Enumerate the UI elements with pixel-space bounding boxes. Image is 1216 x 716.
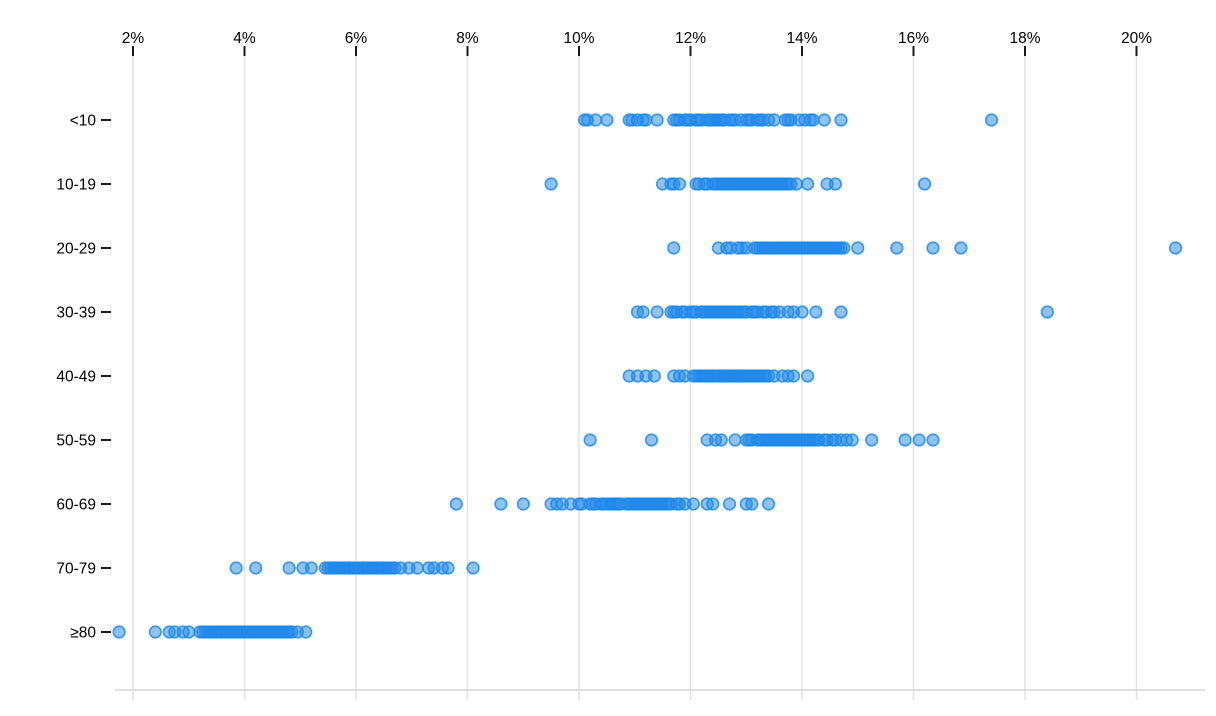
data-point: [544, 177, 558, 191]
data-point: [516, 497, 530, 511]
x-axis-tick-label: 12%: [675, 30, 706, 47]
data-point: [583, 433, 597, 447]
y-category-label: 40-49: [56, 369, 96, 386]
data-point: [686, 497, 700, 511]
data-point: [834, 113, 848, 127]
data-point: [466, 561, 480, 575]
data-point: [650, 113, 664, 127]
data-point: [834, 305, 848, 319]
data-point: [800, 177, 815, 191]
x-axis-tick-label: 4%: [233, 30, 256, 47]
data-point: [954, 241, 968, 255]
data-point: [898, 433, 912, 447]
data-point: [795, 305, 809, 319]
data-point: [589, 113, 603, 127]
data-point: [644, 433, 659, 447]
data-points-layer: [112, 113, 1183, 639]
y-category-label: <10: [70, 113, 97, 130]
data-point: [441, 561, 455, 575]
x-axis-tick-label: 18%: [1009, 30, 1040, 47]
x-axis-tick-label: 2%: [122, 30, 145, 47]
data-point: [229, 561, 243, 575]
data-point: [926, 433, 940, 447]
data-point: [249, 561, 263, 575]
data-point: [1040, 305, 1054, 319]
data-point: [182, 625, 196, 639]
data-point: [789, 177, 804, 191]
data-point: [828, 177, 843, 191]
data-point: [639, 113, 653, 127]
data-point: [449, 497, 463, 511]
data-point: [667, 241, 681, 255]
y-category-label: 60-69: [56, 497, 96, 514]
data-point: [647, 369, 661, 383]
data-point: [706, 497, 720, 511]
data-point: [984, 113, 999, 127]
x-axis-tick-label: 10%: [563, 30, 594, 47]
data-point: [1168, 241, 1183, 255]
x-axis-tick-label: 16%: [898, 30, 929, 47]
data-point: [728, 433, 742, 447]
data-point: [837, 241, 851, 255]
x-axis-tick-label: 6%: [345, 30, 368, 47]
y-category-label: ≥80: [70, 625, 96, 642]
y-axis-layer: <10 10-19 20-29 30-39 40-49 50-59 60-69 70-79 ≥8…: [56, 113, 111, 642]
data-point: [112, 625, 126, 639]
data-point: [926, 241, 940, 255]
data-point: [809, 305, 823, 319]
data-point: [282, 561, 296, 575]
x-axis-layer: 2% 4% 6% 8% 10% 12% 14% 16% 18% 20%: [122, 30, 1152, 56]
data-point: [745, 497, 759, 511]
data-point: [722, 497, 737, 511]
y-category-label: 70-79: [56, 561, 96, 578]
data-point: [714, 433, 728, 447]
data-point: [600, 113, 614, 127]
data-point: [767, 113, 781, 127]
data-point: [817, 113, 831, 127]
data-point: [912, 433, 926, 447]
y-category-label: 30-39: [56, 305, 96, 322]
data-point: [304, 561, 319, 575]
data-point: [890, 241, 904, 255]
x-axis-tick-label: 20%: [1121, 30, 1152, 47]
data-point: [494, 497, 508, 511]
y-category-label: 20-29: [56, 241, 96, 258]
x-axis-tick-label: 14%: [786, 30, 817, 47]
data-point: [845, 433, 859, 447]
data-point: [786, 369, 801, 383]
data-point: [851, 241, 865, 255]
data-point: [761, 497, 776, 511]
data-point: [299, 625, 313, 639]
y-category-label: 10-19: [56, 177, 96, 194]
data-point: [672, 177, 687, 191]
data-point: [148, 625, 162, 639]
data-point: [800, 369, 815, 383]
data-point: [865, 433, 879, 447]
x-axis-tick-label: 8%: [456, 30, 479, 47]
y-category-label: 50-59: [56, 433, 96, 450]
data-point: [650, 305, 664, 319]
data-point: [806, 113, 820, 127]
data-point: [410, 561, 424, 575]
data-point: [917, 177, 932, 191]
data-point: [636, 305, 650, 319]
